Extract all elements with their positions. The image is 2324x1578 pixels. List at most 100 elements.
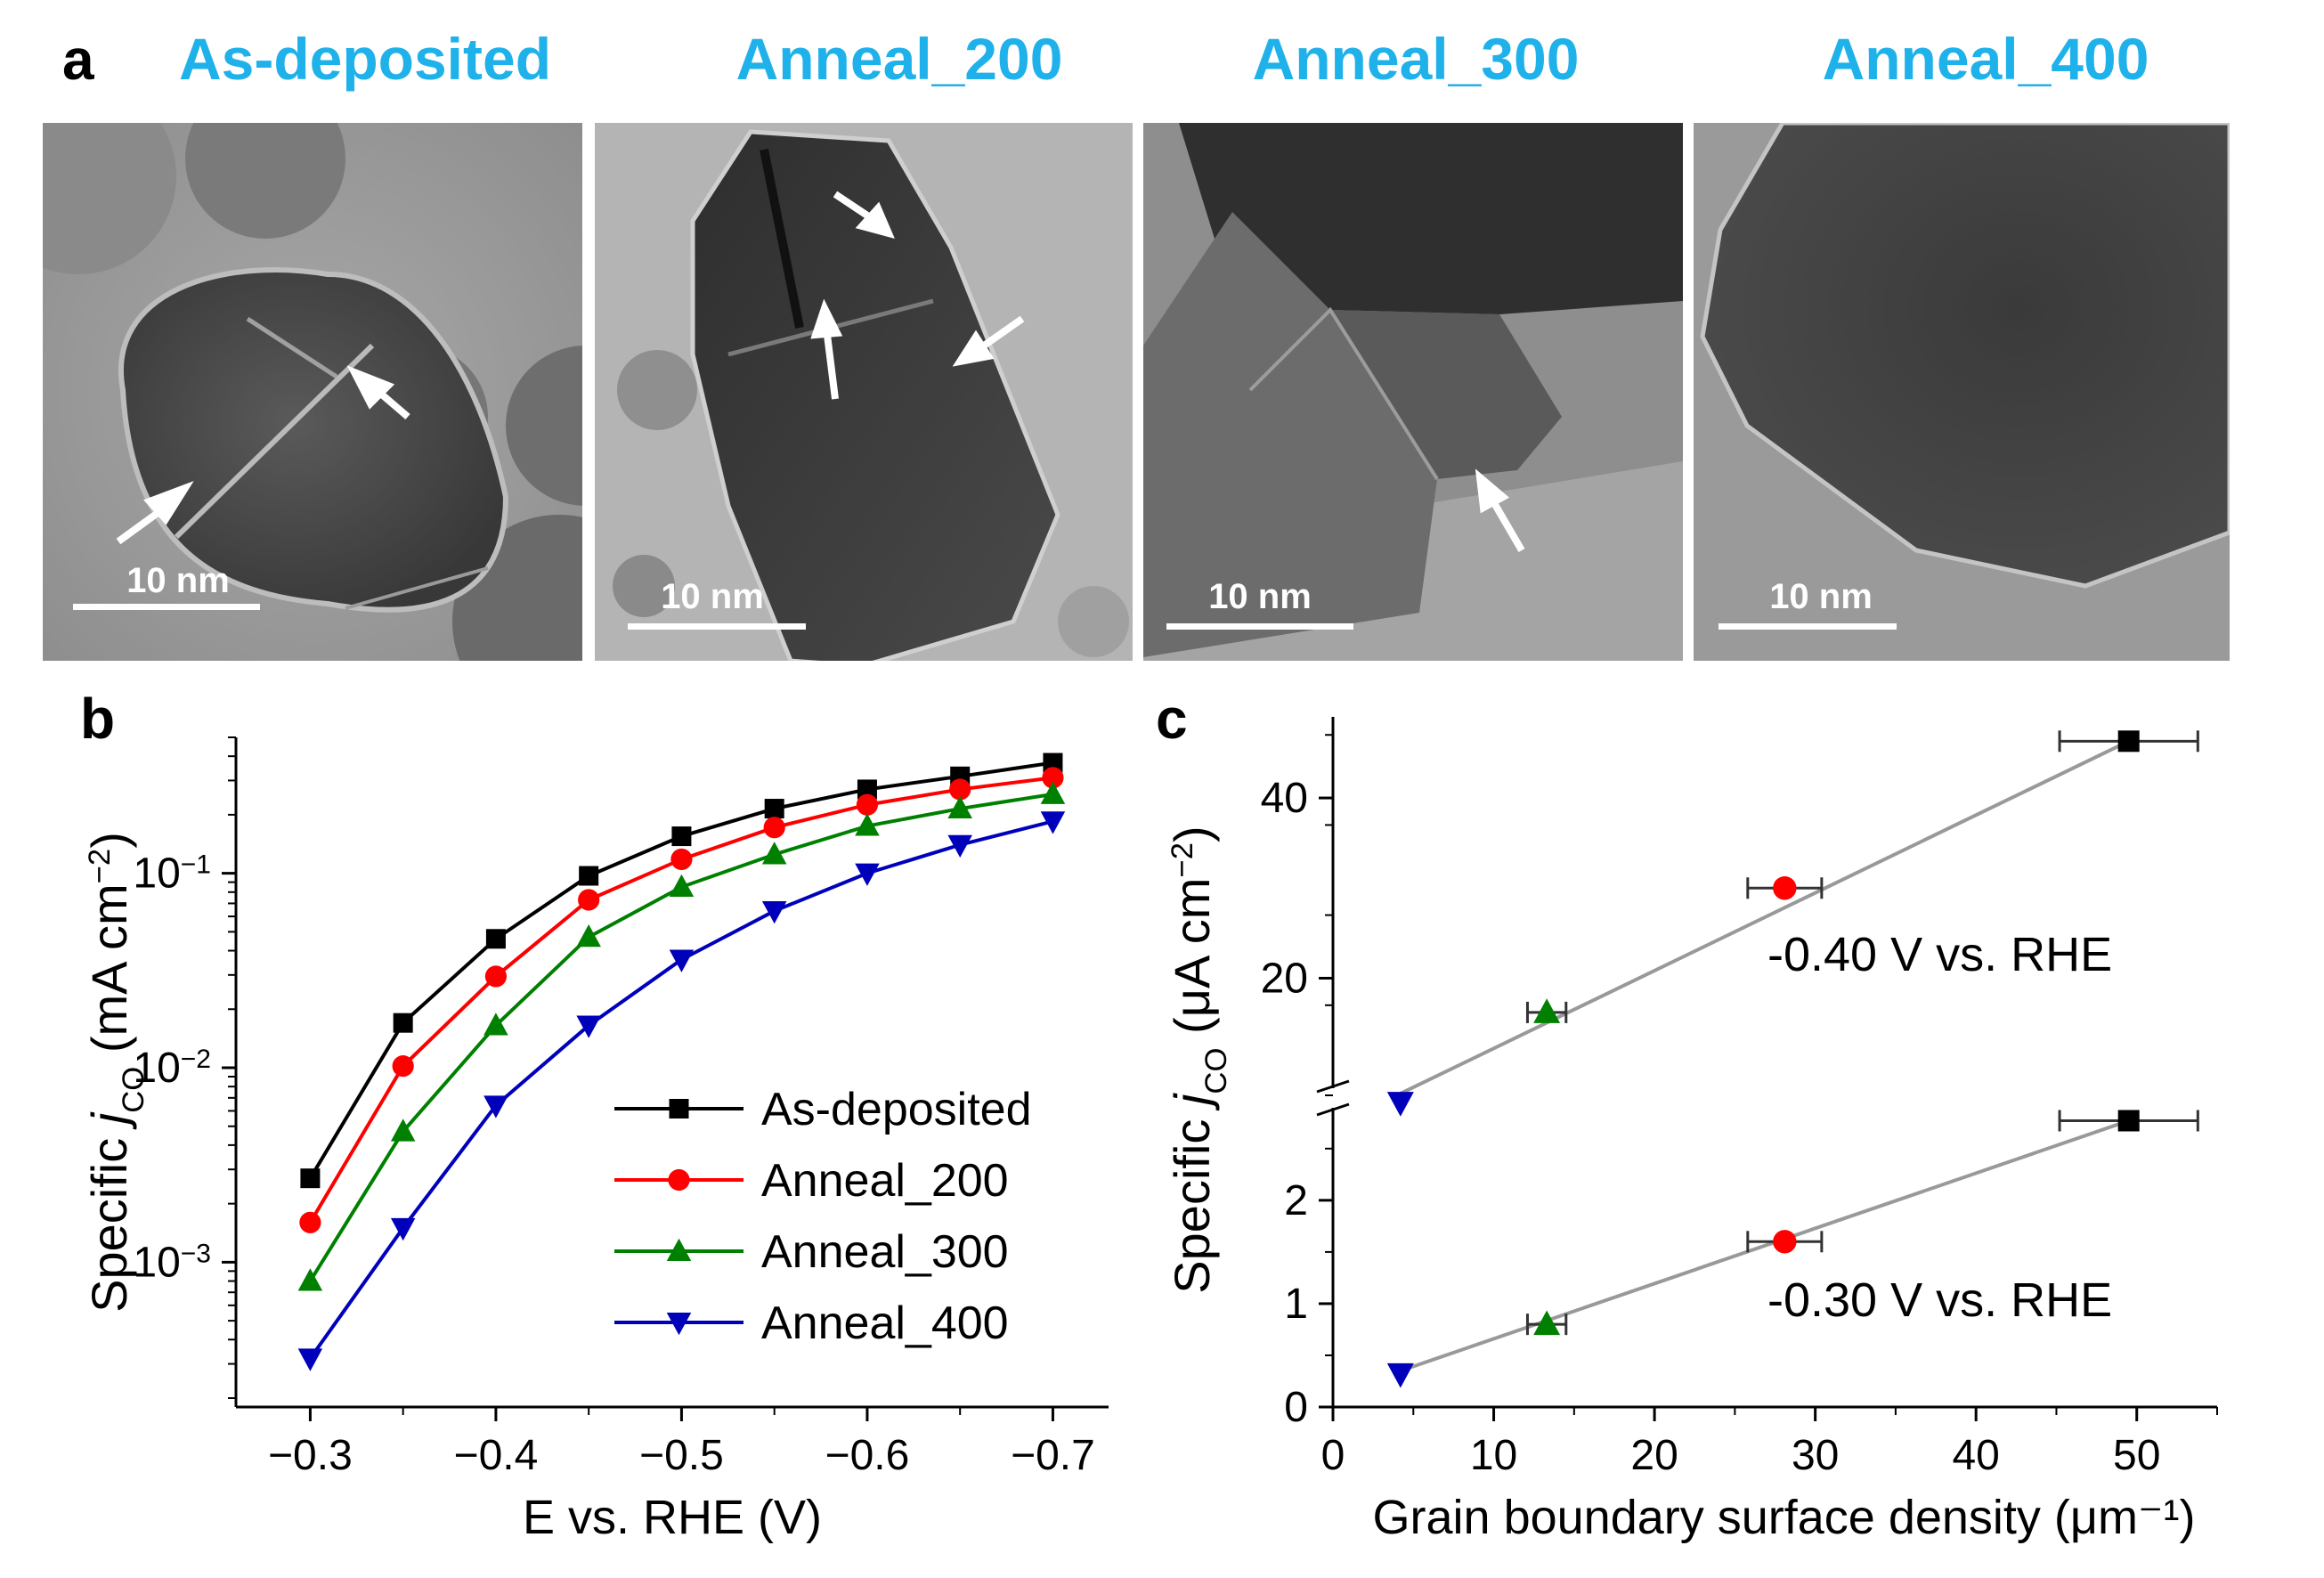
- data-point-anneal-300: [1040, 781, 1066, 804]
- legend-label-as-deposited: As-deposited: [761, 1084, 1032, 1135]
- data-point: [1386, 1362, 1414, 1388]
- legend-marker-anneal-400: [666, 1313, 692, 1336]
- chart-c-x-tick-label: 40: [1952, 1432, 1999, 1479]
- data-point-anneal-200: [299, 1211, 321, 1233]
- legend-marker-anneal-200: [668, 1168, 690, 1192]
- legend-marker-as-deposited: [669, 1099, 689, 1118]
- data-point-as-deposited: [671, 826, 692, 847]
- chart-b-y-tick-label-exp: −3: [181, 1239, 211, 1268]
- data-point: [2117, 1110, 2140, 1132]
- chart-c-axis-break-mark: [1316, 1102, 1350, 1117]
- data-point-as-deposited: [764, 799, 784, 819]
- data-point-anneal-200: [856, 793, 879, 816]
- data-point-anneal-200: [484, 965, 508, 988]
- chart-b-ylabel-sub: CO: [117, 1067, 150, 1113]
- data-point-anneal-200: [392, 1055, 414, 1078]
- data-point-anneal-200: [949, 778, 971, 801]
- scale-bar-4: [1719, 623, 1897, 630]
- tem-image-anneal-300: [1143, 123, 1683, 661]
- panel-b-label: b: [80, 687, 116, 751]
- data-point-anneal-400: [483, 1095, 508, 1118]
- data-point-anneal-400: [576, 1015, 601, 1038]
- data-point: [2117, 730, 2140, 752]
- data-point-anneal-300: [576, 923, 601, 948]
- chart-b-x-tick-label: −0.4: [454, 1432, 539, 1479]
- panel-a-title-anneal-300: Anneal_300: [1252, 26, 1580, 92]
- data-point-anneal-200: [670, 848, 693, 871]
- data-point-anneal-400: [947, 834, 972, 858]
- data-point-anneal-300: [761, 842, 787, 865]
- chart-b-ylabel-end: ): [81, 832, 137, 849]
- chart-c-ylabel: Specific jCO (μA cm−2): [1164, 826, 1233, 1293]
- data-point-anneal-300: [947, 795, 972, 819]
- chart-c-ylabel-sub: CO: [1199, 1048, 1233, 1094]
- chart-c-ylabel-pre: Specific: [1164, 1105, 1220, 1294]
- chart-b-ylabel-pre: Specific: [81, 1124, 137, 1313]
- chart-b-x-tick-label: −0.7: [1011, 1432, 1095, 1479]
- data-point-as-deposited: [393, 1013, 413, 1033]
- chart-b-y-tick-label-exp: −2: [181, 1045, 211, 1074]
- legend-marker-anneal-300: [666, 1238, 692, 1261]
- scale-bar-1: [73, 604, 260, 610]
- fit-line: [1400, 1118, 2130, 1373]
- chart-b-ylabel: Specific jCO (mA cm−2): [81, 832, 150, 1313]
- data-point-as-deposited: [300, 1168, 321, 1189]
- data-point-anneal-200: [763, 817, 785, 839]
- chart-c-y-tick-label: 40: [1261, 775, 1308, 822]
- data-point-anneal-300: [390, 1118, 416, 1142]
- chart-c-y-tick-label: 2: [1284, 1177, 1308, 1224]
- chart-c-annotation: -0.40 V vs. RHE: [1767, 928, 2112, 981]
- chart-c-axis-break-mark: [1316, 1079, 1350, 1094]
- scale-bar-3: [1166, 623, 1353, 630]
- chart-c-ylabel-end: ): [1164, 826, 1220, 842]
- tem-image-anneal-200: [595, 123, 1133, 661]
- data-point-as-deposited: [579, 866, 599, 886]
- fit-line: [1399, 739, 2130, 1095]
- chart-c-y-tick-label: 20: [1261, 955, 1308, 1002]
- data-point: [1773, 1230, 1797, 1254]
- scale-bar-label-3: 10 nm: [1208, 577, 1312, 616]
- data-point-anneal-400: [1040, 811, 1066, 834]
- chart-b-x-tick-label: −0.3: [268, 1432, 353, 1479]
- panel-a-title-anneal-200: Anneal_200: [735, 26, 1063, 92]
- data-point: [1773, 876, 1797, 900]
- legend-label-anneal-400: Anneal_400: [761, 1297, 1009, 1349]
- scale-bar-label-4: 10 nm: [1769, 577, 1873, 616]
- chart-c-annotation: -0.30 V vs. RHE: [1767, 1273, 2112, 1327]
- panel-a-title-anneal-400: Anneal_400: [1822, 26, 2149, 92]
- data-point-anneal-400: [390, 1217, 416, 1241]
- chart-b-y-tick-label: 10−1: [133, 850, 211, 898]
- legend-label-anneal-200: Anneal_200: [761, 1155, 1009, 1207]
- panel-c-label: c: [1156, 687, 1188, 751]
- chart-c-ylabel-sup: −2: [1166, 842, 1199, 878]
- chart-b: −0.3 −0.4 −0.5 −0.6 −0.710−310−210−1E vs. RH…: [81, 736, 1109, 1544]
- scale-bar-2: [628, 623, 806, 630]
- data-point-as-deposited: [485, 929, 506, 949]
- data-point-anneal-400: [761, 900, 787, 924]
- legend-label-anneal-300: Anneal_300: [761, 1226, 1009, 1278]
- tem-image-as-deposited: [43, 123, 582, 661]
- chart-c-x-tick-label: 50: [2113, 1432, 2160, 1479]
- chart-b-y-tick-label-base: 10: [133, 1239, 180, 1286]
- chart-b-ylabel-sup: −2: [83, 849, 117, 884]
- data-point-anneal-300: [669, 874, 695, 898]
- chart-c-x-tick-label: 30: [1792, 1432, 1839, 1479]
- scale-bar-label-2: 10 nm: [661, 577, 764, 616]
- chart-b-x-tick-label: −0.5: [639, 1432, 724, 1479]
- chart-c-y-tick-label: 1: [1284, 1281, 1308, 1328]
- tem-image-anneal-400: [1694, 123, 2230, 661]
- chart-c-y-tick-label: 0: [1284, 1384, 1308, 1431]
- chart-b-y-tick-label: 10−2: [133, 1045, 211, 1093]
- chart-c-x-tick-label: 10: [1470, 1432, 1517, 1479]
- chart-b-y-tick-label: 10−3: [133, 1239, 211, 1287]
- panel-a-title-as-deposited: As-deposited: [178, 26, 552, 92]
- data-point-anneal-400: [855, 863, 880, 886]
- chart-c-x-tick-label: 20: [1630, 1432, 1678, 1479]
- data-point: [1386, 1092, 1414, 1117]
- data-point-anneal-200: [578, 889, 600, 911]
- chart-b-y-tick-label-base: 10: [133, 850, 180, 898]
- data-point-as-deposited: [857, 779, 877, 800]
- data-point: [1533, 998, 1561, 1023]
- chart-b-ylabel-post: (mA cm: [81, 883, 137, 1066]
